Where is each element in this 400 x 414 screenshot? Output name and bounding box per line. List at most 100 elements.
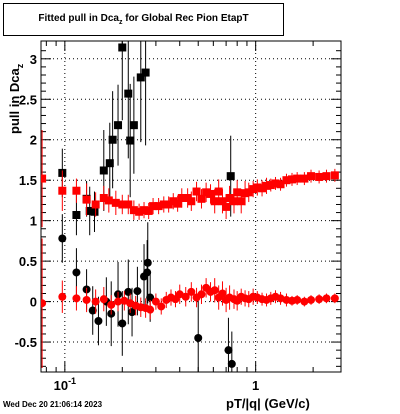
data-point-square [222,202,231,211]
data-point-square [99,166,108,175]
x-tick-label-exponent: -1 [68,376,76,386]
y-tick-label: 2 [30,133,37,148]
data-point-circle [82,295,91,304]
data-point-square [315,172,324,181]
x-tick-label: 10-1 [54,376,76,393]
chart-title-box: Fitted pull in Dcaz for Global Rec Pion … [3,3,284,36]
plot-frame [40,40,342,373]
data-point-square [99,194,108,203]
x-tick-label-base: 10 [54,378,68,393]
data-point-square [187,197,196,206]
data-point-square [322,172,331,181]
data-point-square [72,210,81,219]
data-point-square [214,187,223,196]
data-point-circle [157,302,166,311]
data-point-circle [94,317,103,326]
data-point-square [104,196,113,205]
data-point-circle [88,306,97,315]
data-point-square [124,200,133,209]
data-point-square [141,68,150,77]
data-point-square [136,73,145,82]
data-point-square [85,206,94,215]
data-point-circle [293,295,302,304]
chart-title-subscript: z [118,19,123,26]
data-point-square [129,206,138,215]
data-point-square [144,206,153,215]
data-point-circle [307,295,316,304]
data-point-square [307,172,316,181]
data-point-circle [124,287,133,296]
x-tick-label-base: 1 [252,378,259,393]
data-point-square [218,197,227,206]
data-point-square [271,179,280,188]
chart-title-suffix: for Global Rec Pion EtapT [122,13,249,24]
y-axis-label-subscript: z [15,63,25,68]
y-axis-label-main: pull in Dca [7,68,22,135]
chart-title-main: Fitted pull in Dca [38,13,119,24]
data-point-square [237,197,246,206]
x-tick-label: 1 [252,378,259,393]
data-point-square [114,121,123,130]
data-point-square [233,188,242,197]
y-tick-label: 3 [30,52,37,67]
data-point-square [118,43,127,52]
data-point-circle [114,297,123,306]
data-point-square [173,199,182,208]
data-point-square [164,200,173,209]
data-marks [41,41,339,372]
data-point-circle [41,299,47,308]
timestamp: Wed Dec 20 21:06:14 2023 [3,400,103,409]
data-point-square [72,186,81,195]
data-point-square [118,200,127,209]
data-point-square [124,89,133,98]
data-point-square [282,176,291,185]
data-point-square [300,174,309,183]
data-point-square [129,121,138,130]
data-point-circle [187,287,196,296]
data-point-square [244,188,253,197]
data-point-square [293,174,302,183]
data-point-square [108,135,117,144]
data-point-circle [330,294,339,303]
axis-tick-labels: 10-1 1 -0.5 0 0.5 1 1.5 2 2.5 3 [15,52,260,393]
data-point-square [90,207,99,216]
data-point-circle [227,359,236,368]
data-point-square [82,195,91,204]
data-point-circle [72,268,81,277]
data-point-circle [315,295,324,304]
data-point-circle [143,258,152,267]
data-point-circle [151,297,160,306]
data-point-circle [197,290,206,299]
data-point-circle [146,305,155,314]
data-point-square [192,187,201,196]
data-point-square [202,188,211,197]
data-point-circle [210,286,219,295]
data-point-square [177,194,186,203]
data-point-square [197,194,206,203]
data-point-square [330,171,339,180]
data-point-square [149,202,158,211]
axis-ticks [41,41,341,372]
data-point-circle [91,297,100,306]
chart-title: Fitted pull in Dcaz for Global Rec Pion … [4,13,283,26]
data-point-square [287,175,296,184]
data-point-square [230,197,239,206]
data-point-square [58,186,67,195]
data-point-circle [181,292,190,301]
data-point-circle [224,346,233,355]
y-axis-label: pull in Dcaz [7,63,25,134]
data-point-square [276,180,285,189]
data-point-circle [133,287,142,296]
data-point-circle [118,319,127,328]
data-point-circle [143,268,152,277]
data-point-circle [99,295,108,304]
data-point-square [169,197,178,206]
data-point-square [105,159,114,168]
data-point-square [225,194,234,203]
y-tick-label: 0 [30,295,37,310]
data-point-square [258,184,267,193]
data-point-circle [58,292,67,301]
data-point-square [253,183,262,192]
data-point-square [140,206,149,215]
